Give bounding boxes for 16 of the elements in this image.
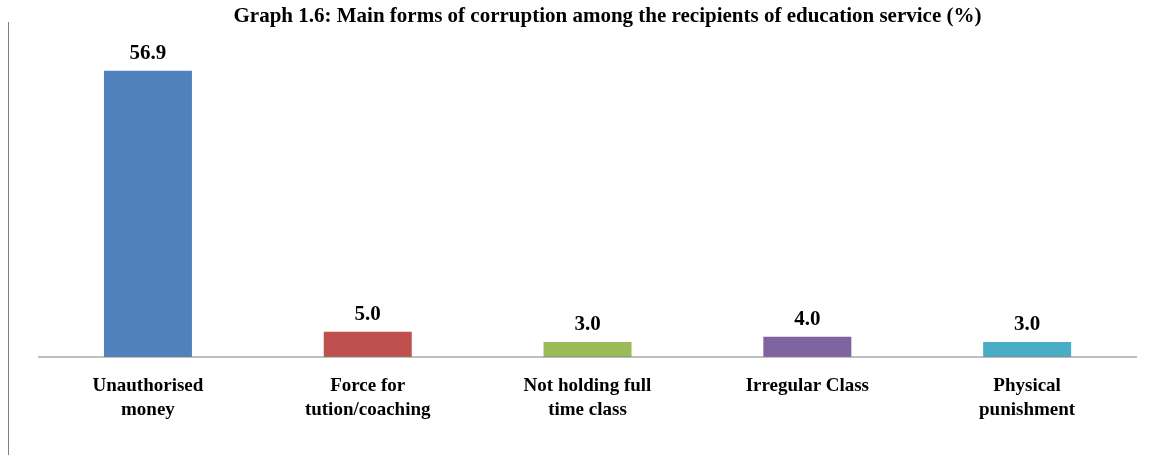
bar <box>983 341 1072 357</box>
data-label: 5.0 <box>354 300 381 325</box>
chart-title: Graph 1.6: Main forms of corruption among the recipients of education service (%) <box>232 3 983 27</box>
bar <box>103 70 192 357</box>
data-label: 3.0 <box>574 310 601 335</box>
data-label: 3.0 <box>1014 310 1041 335</box>
data-label: 4.0 <box>794 305 821 330</box>
x-tick-label: Force for tution/coaching <box>304 374 432 419</box>
bar <box>543 341 632 357</box>
bar <box>763 336 852 357</box>
x-tick-label: Unauthorised money <box>92 374 204 419</box>
x-tick-label: Not holding full time class <box>523 374 652 419</box>
data-label: 56.9 <box>129 39 167 64</box>
bar <box>323 331 412 357</box>
x-tick-label: Irregular Class <box>745 374 869 395</box>
x-tick-label: Physical punishment <box>979 374 1076 419</box>
